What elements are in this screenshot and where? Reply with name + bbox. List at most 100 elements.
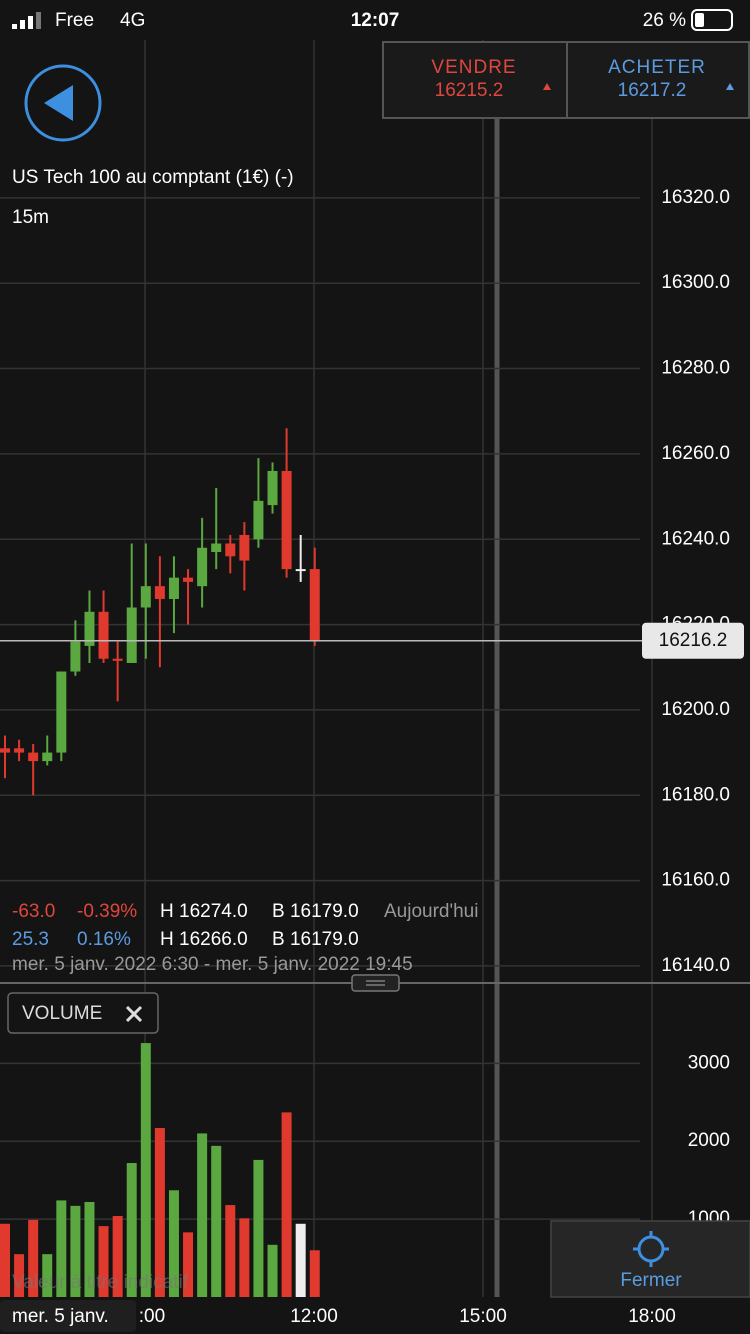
volume-bar (239, 1218, 250, 1297)
candle-body (126, 607, 137, 663)
volume-bar (84, 1201, 95, 1297)
volume-bar (140, 1043, 151, 1297)
back-button[interactable] (24, 64, 102, 142)
candle-body (112, 658, 123, 661)
volume-bar (70, 1205, 81, 1297)
x-date-label: mer. 5 janv. (12, 1306, 109, 1327)
signal-icon (12, 12, 41, 29)
sell-price: 16215.2 (435, 80, 504, 101)
y-tick-label: 16300.0 (661, 272, 730, 293)
y-tick-label: 16260.0 (661, 443, 730, 464)
y-tick-label: 16160.0 (661, 870, 730, 891)
volume-bar (112, 1215, 123, 1297)
sell-label: VENDRE (431, 57, 516, 78)
y-tick-label: 16140.0 (661, 955, 730, 976)
stat-high: H 16266.0 (160, 929, 248, 950)
carrier: Free (55, 10, 94, 31)
volume-bar (98, 1226, 109, 1297)
close-label: Fermer (620, 1270, 682, 1291)
y-tick-label: 16200.0 (661, 699, 730, 720)
date-range: mer. 5 janv. 2022 6:30 - mer. 5 janv. 20… (12, 954, 413, 975)
candle-body (70, 641, 81, 672)
current-price-label: 16216.2 (659, 630, 728, 651)
volume-bar (253, 1159, 264, 1297)
trade-box (382, 41, 750, 119)
volume-bar (211, 1145, 222, 1297)
candle-body (140, 586, 151, 608)
candle-body (0, 748, 10, 753)
volume-bar (225, 1205, 236, 1297)
x-tick-label: :00 (139, 1306, 165, 1327)
buy-price: 16217.2 (618, 80, 687, 101)
pane-resize-handle[interactable] (351, 974, 400, 992)
candle-body (168, 577, 179, 599)
volume-bar (42, 1254, 53, 1297)
network: 4G (120, 10, 145, 31)
current-price-badge (642, 622, 744, 659)
candle-body (309, 569, 320, 641)
stat-change-pct: -0.39% (77, 901, 137, 922)
candle-body (225, 543, 236, 557)
volume-bar (28, 1219, 39, 1297)
volume-bar (197, 1133, 208, 1297)
candle-body (267, 470, 278, 506)
candle-body (197, 547, 208, 587)
y-tick-label: 16240.0 (661, 528, 730, 549)
x-tick-label: 12:00 (290, 1306, 338, 1327)
volume-label: VOLUME (22, 1003, 102, 1024)
candle-body (14, 748, 25, 753)
y-tick-label: 16280.0 (661, 358, 730, 379)
y-tick-label: 3000 (688, 1052, 730, 1073)
x-tick-label: 15:00 (459, 1306, 507, 1327)
candle-body (253, 500, 264, 540)
disclaimer: Valeur à titre indicatif (12, 1272, 189, 1293)
stat-high: H 16274.0 (160, 901, 248, 922)
stat-change: -63.0 (12, 901, 55, 922)
candle-body (42, 752, 53, 762)
stat-period: Aujourd'hui (384, 901, 478, 922)
stats: -63.0 -0.39% H 16274.0 B 16179.0 Aujourd… (12, 901, 478, 975)
candle-body (281, 470, 292, 570)
stat-low: B 16179.0 (272, 901, 359, 922)
candle-body (84, 611, 95, 646)
date-pill (0, 1300, 136, 1332)
candle-body (183, 577, 194, 582)
volume-bar (309, 1250, 320, 1297)
stat-change: 25.3 (12, 929, 49, 950)
volume-bar (183, 1232, 194, 1297)
sell-button[interactable]: VENDRE 16215.2 (431, 57, 551, 101)
candle-body (211, 543, 222, 553)
volume-bar (14, 1254, 25, 1297)
close-button[interactable]: Fermer (550, 1220, 750, 1298)
volume-bar (281, 1112, 292, 1297)
candle-body (239, 534, 250, 561)
candle-body (154, 586, 165, 599)
candle-body (98, 611, 109, 659)
buy-label: ACHETER (608, 57, 706, 78)
battery-text: 26 % (643, 10, 686, 31)
clock: 12:07 (351, 10, 400, 31)
volume-bar (154, 1127, 165, 1297)
volume-bar (0, 1223, 10, 1297)
chart-title: US Tech 100 au comptant (1€) (-) (12, 167, 294, 188)
volume-bar (126, 1163, 137, 1297)
y-tick-label: 16180.0 (661, 784, 730, 805)
buy-button[interactable]: ACHETER 16217.2 (608, 57, 734, 101)
candle-body (295, 569, 306, 572)
volume-pill[interactable]: VOLUME (7, 992, 159, 1034)
volume-bar (168, 1190, 179, 1297)
x-tick-label: 18:00 (628, 1306, 676, 1327)
candle-body (56, 671, 67, 753)
chart-interval: 15m (12, 207, 49, 228)
y-tick-label: 16320.0 (661, 187, 730, 208)
y-tick-label: 2000 (688, 1130, 730, 1151)
volume-bar (295, 1223, 306, 1297)
volume-bar (267, 1244, 278, 1297)
volume-bar (56, 1200, 67, 1297)
stat-low: B 16179.0 (272, 929, 359, 950)
stat-change-pct: 0.16% (77, 929, 131, 950)
battery-icon (691, 9, 733, 31)
